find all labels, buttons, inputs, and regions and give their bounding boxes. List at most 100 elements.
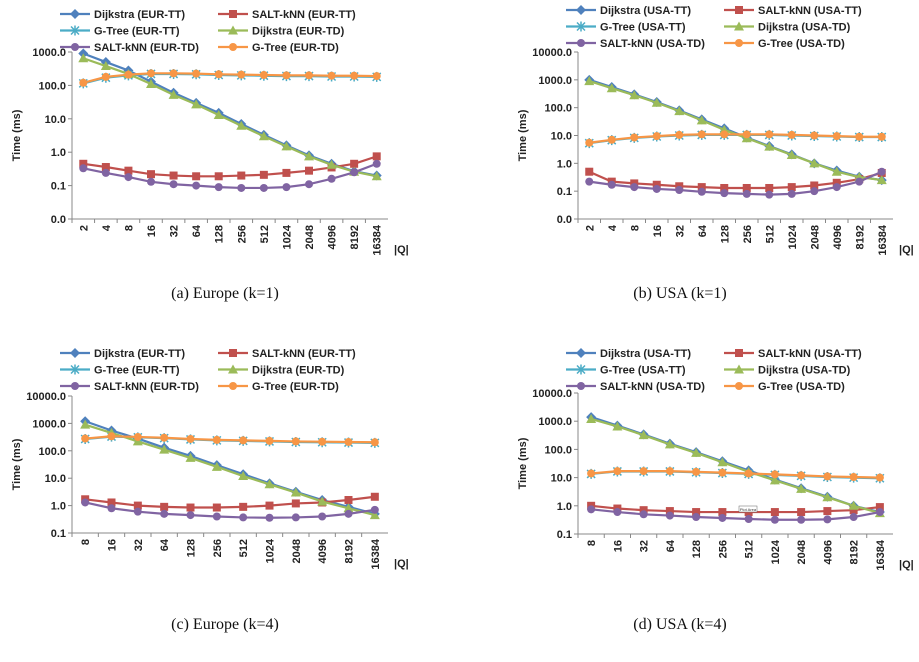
marker: [290, 487, 301, 497]
marker: [369, 510, 380, 520]
y-tick-label: 100.0: [544, 444, 572, 456]
legend-marker: [577, 39, 585, 47]
marker: [692, 508, 701, 517]
series-line: [84, 501, 375, 519]
marker: [639, 510, 648, 519]
x-tick-label: 256: [212, 539, 224, 557]
legend-marker: [228, 25, 238, 35]
marker: [370, 438, 379, 447]
x-axis-label: |Q|: [899, 559, 914, 571]
y-tick-label: 10.0: [551, 131, 572, 143]
marker: [107, 432, 116, 441]
marker: [742, 130, 751, 139]
x-tick-label: 128: [719, 225, 731, 243]
legend-label: Dijkstra (USA-TD): [758, 22, 851, 34]
legend-marker: [576, 348, 586, 358]
marker: [696, 115, 707, 125]
x-tick-label: 64: [665, 539, 677, 552]
x-tick-label: 16: [107, 539, 119, 551]
legend-label: SALT-kNN (EUR-TD): [94, 42, 199, 54]
y-tick-label: 0.0: [557, 214, 572, 226]
y-axis-label: Time (ms): [517, 437, 529, 489]
marker: [810, 181, 819, 190]
marker: [629, 90, 640, 100]
y-tick-label: 10000.0: [532, 388, 572, 400]
legend-label: Dijkstra (EUR-TD): [252, 365, 345, 377]
marker: [318, 437, 327, 446]
marker: [147, 170, 155, 179]
x-tick-label: 8: [629, 225, 641, 231]
marker: [877, 132, 886, 141]
caption: (b) USA (k=1): [633, 285, 726, 302]
x-tick-label: 4096: [327, 225, 339, 249]
x-tick-label: 2048: [304, 225, 316, 249]
legend-label: G-Tree (EUR-TT): [94, 26, 180, 38]
x-tick-label: 32: [674, 225, 686, 237]
x-tick-label: 512: [744, 540, 756, 558]
marker: [169, 69, 178, 78]
marker: [720, 189, 729, 198]
marker: [875, 473, 884, 482]
marker: [159, 444, 170, 454]
x-tick-label: 512: [764, 225, 776, 243]
marker: [787, 130, 796, 139]
x-tick-label: 16: [612, 540, 624, 552]
marker: [697, 187, 706, 196]
legend-label: G-Tree (USA-TT): [600, 22, 686, 34]
marker: [769, 475, 780, 485]
marker: [717, 457, 728, 467]
y-tick-label: 10.0: [45, 114, 66, 126]
annotation: Plot Area: [740, 507, 757, 512]
legend-marker: [70, 25, 80, 36]
marker: [185, 452, 196, 462]
marker: [691, 447, 702, 457]
legend-label: G-Tree (EUR-TD): [252, 42, 339, 54]
x-tick-label: 512: [259, 225, 271, 243]
legend-label: SALT-kNN (EUR-TT): [252, 9, 356, 21]
marker: [675, 130, 684, 139]
marker: [259, 183, 268, 192]
x-tick-label: 16: [146, 225, 158, 237]
legend-marker: [229, 382, 237, 390]
legend-marker: [228, 364, 238, 374]
marker: [237, 171, 246, 180]
marker: [587, 469, 596, 478]
marker: [787, 189, 796, 198]
y-tick-label: 10.0: [45, 473, 66, 485]
marker: [718, 508, 727, 517]
marker: [169, 171, 178, 180]
legend-marker: [71, 43, 79, 51]
y-tick-label: 0.1: [51, 181, 66, 193]
x-axis-label: |Q|: [899, 244, 914, 256]
marker: [282, 183, 291, 192]
marker: [372, 159, 381, 168]
marker: [350, 168, 359, 177]
legend-label: G-Tree (USA-TT): [600, 365, 686, 377]
marker: [147, 177, 155, 186]
legend-marker: [70, 9, 80, 19]
marker: [823, 507, 832, 516]
y-tick-label: 0.1: [51, 528, 66, 540]
marker: [160, 433, 169, 442]
marker: [239, 436, 248, 445]
x-tick-label: 256: [717, 540, 729, 558]
x-tick-label: 2048: [796, 540, 808, 564]
marker: [786, 149, 797, 159]
marker: [638, 430, 649, 440]
marker: [192, 69, 201, 78]
marker: [212, 435, 221, 444]
marker: [282, 71, 291, 80]
legend-label: SALT-kNN (USA-TT): [758, 5, 862, 17]
chart-panel: 0.0 0.1 1.0 10.0 100.0 1000.0 2 4 8 16 32 64 128 256 5…: [11, 9, 409, 302]
series-line: [84, 423, 376, 517]
marker: [372, 152, 381, 161]
legend-label: Dijkstra (USA-TD): [758, 365, 851, 377]
x-tick-label: 1024: [281, 224, 293, 249]
x-tick-label: 8: [80, 539, 92, 545]
marker: [147, 69, 155, 78]
x-tick-label: 8192: [349, 225, 361, 249]
marker: [585, 138, 594, 147]
marker: [133, 432, 142, 441]
x-tick-label: 128: [186, 539, 198, 557]
